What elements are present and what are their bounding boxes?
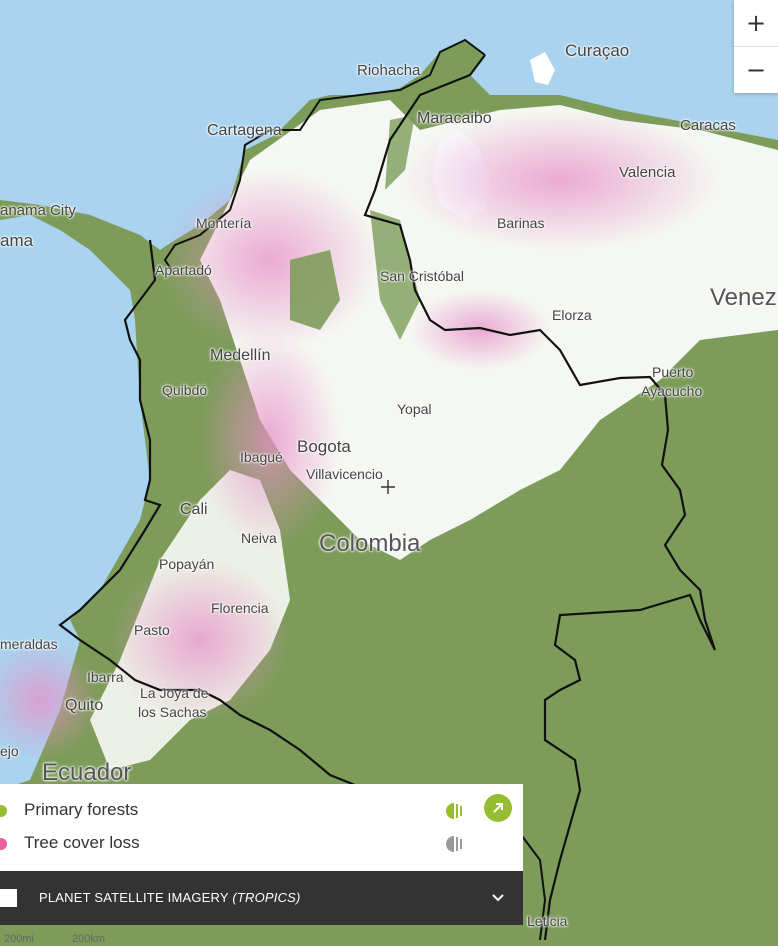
map-center-crosshair-icon — [381, 480, 395, 494]
arrow-up-right-icon[interactable] — [484, 794, 512, 822]
border-coast-north — [163, 38, 486, 276]
scale-km: 200km — [72, 933, 106, 945]
zoom-out-button[interactable]: − — [734, 46, 778, 93]
loss-area-andes — [200, 330, 340, 550]
legend-item-tree-cover-loss: Tree cover loss — [0, 830, 523, 858]
label-ibague: Ibagué — [240, 449, 283, 465]
legend-label: Tree cover loss — [24, 833, 140, 852]
label-bogota: Bogota — [297, 437, 351, 456]
label-san-cristobal: San Cristóbal — [380, 268, 465, 284]
label-caracas: Caracas — [680, 117, 736, 134]
label-medellin: Medellín — [210, 347, 271, 364]
legend-label: Primary forests — [24, 800, 139, 819]
label-colombia: Colombia — [319, 530, 421, 557]
label-curacao: Curaçao — [565, 41, 630, 60]
forest-patch — [385, 115, 415, 190]
opacity-icon[interactable] — [445, 801, 465, 821]
label-esmeraldas: meraldas — [0, 636, 58, 652]
loss-area-south — [110, 560, 290, 720]
label-villavicencio: Villavicencio — [306, 466, 383, 482]
label-venezuela: Venez — [710, 284, 777, 311]
label-yopal: Yopal — [397, 401, 432, 417]
label-barinas: Barinas — [497, 215, 545, 231]
border-colombia-panama — [58, 239, 356, 787]
border-colombia-venezuela — [363, 54, 717, 941]
label-quibdo: Quibdó — [162, 382, 208, 398]
forest-patch — [370, 210, 420, 340]
tree-cover-loss-swatch — [0, 838, 7, 850]
label-cartagena: Cartagena — [207, 122, 282, 139]
loss-area-ecuador — [0, 640, 100, 760]
label-maracaibo: Maracaibo — [417, 110, 492, 127]
label-monteria: Montería — [196, 215, 252, 231]
forest-patch — [290, 250, 340, 330]
label-puerto-ayacucho-1: Puerto — [652, 364, 694, 380]
loss-area-venezuela — [400, 110, 720, 250]
zoom-in-button[interactable]: + — [745, 9, 767, 37]
basemap-label: PLANET SATELLITE IMAGERY (TROPICS) — [39, 890, 301, 905]
scale-miles: 200mi — [4, 933, 34, 945]
chevron-down-icon[interactable] — [491, 887, 505, 907]
opacity-icon[interactable] — [445, 834, 465, 854]
layer-legend: Primary forests Tree cover loss — [0, 784, 523, 871]
legend-item-primary-forests: Primary forests — [0, 794, 523, 825]
map-scale: 200mi 200km — [0, 930, 120, 946]
label-valencia: Valencia — [619, 164, 676, 181]
primary-forest-swatch — [0, 805, 7, 817]
loss-area-llanos — [410, 290, 550, 370]
label-panama-country: ama — [0, 231, 34, 250]
label-leticia: Leticia — [527, 913, 568, 929]
label-neiva: Neiva — [241, 530, 277, 546]
label-la-joya-2: los Sachas — [138, 704, 207, 720]
label-pasto: Pasto — [134, 622, 170, 638]
basemap-thumbnail — [0, 889, 17, 907]
label-puerto-ayacucho-2: Ayacucho — [641, 383, 703, 399]
label-apartado: Apartadó — [155, 262, 212, 278]
zoom-controls: + − — [734, 0, 778, 93]
loss-area-caribbean — [160, 170, 380, 350]
curacao-island — [530, 52, 555, 85]
label-quito: Quito — [65, 697, 104, 714]
basemap-selector[interactable]: PLANET SATELLITE IMAGERY (TROPICS) — [0, 871, 523, 925]
label-riohacha: Riohacha — [357, 62, 421, 79]
label-viejo: ejo — [0, 743, 19, 759]
label-popayan: Popayán — [159, 556, 215, 572]
label-cali: Cali — [180, 501, 208, 518]
label-la-joya-1: La Joya de — [140, 685, 209, 701]
label-ecuador: Ecuador — [42, 759, 132, 786]
label-panama-city: anama City — [0, 202, 76, 219]
border-brazil — [509, 819, 547, 941]
label-elorza: Elorza — [552, 307, 592, 323]
label-ibarra: Ibarra — [87, 669, 124, 685]
label-florencia: Florencia — [211, 600, 269, 616]
